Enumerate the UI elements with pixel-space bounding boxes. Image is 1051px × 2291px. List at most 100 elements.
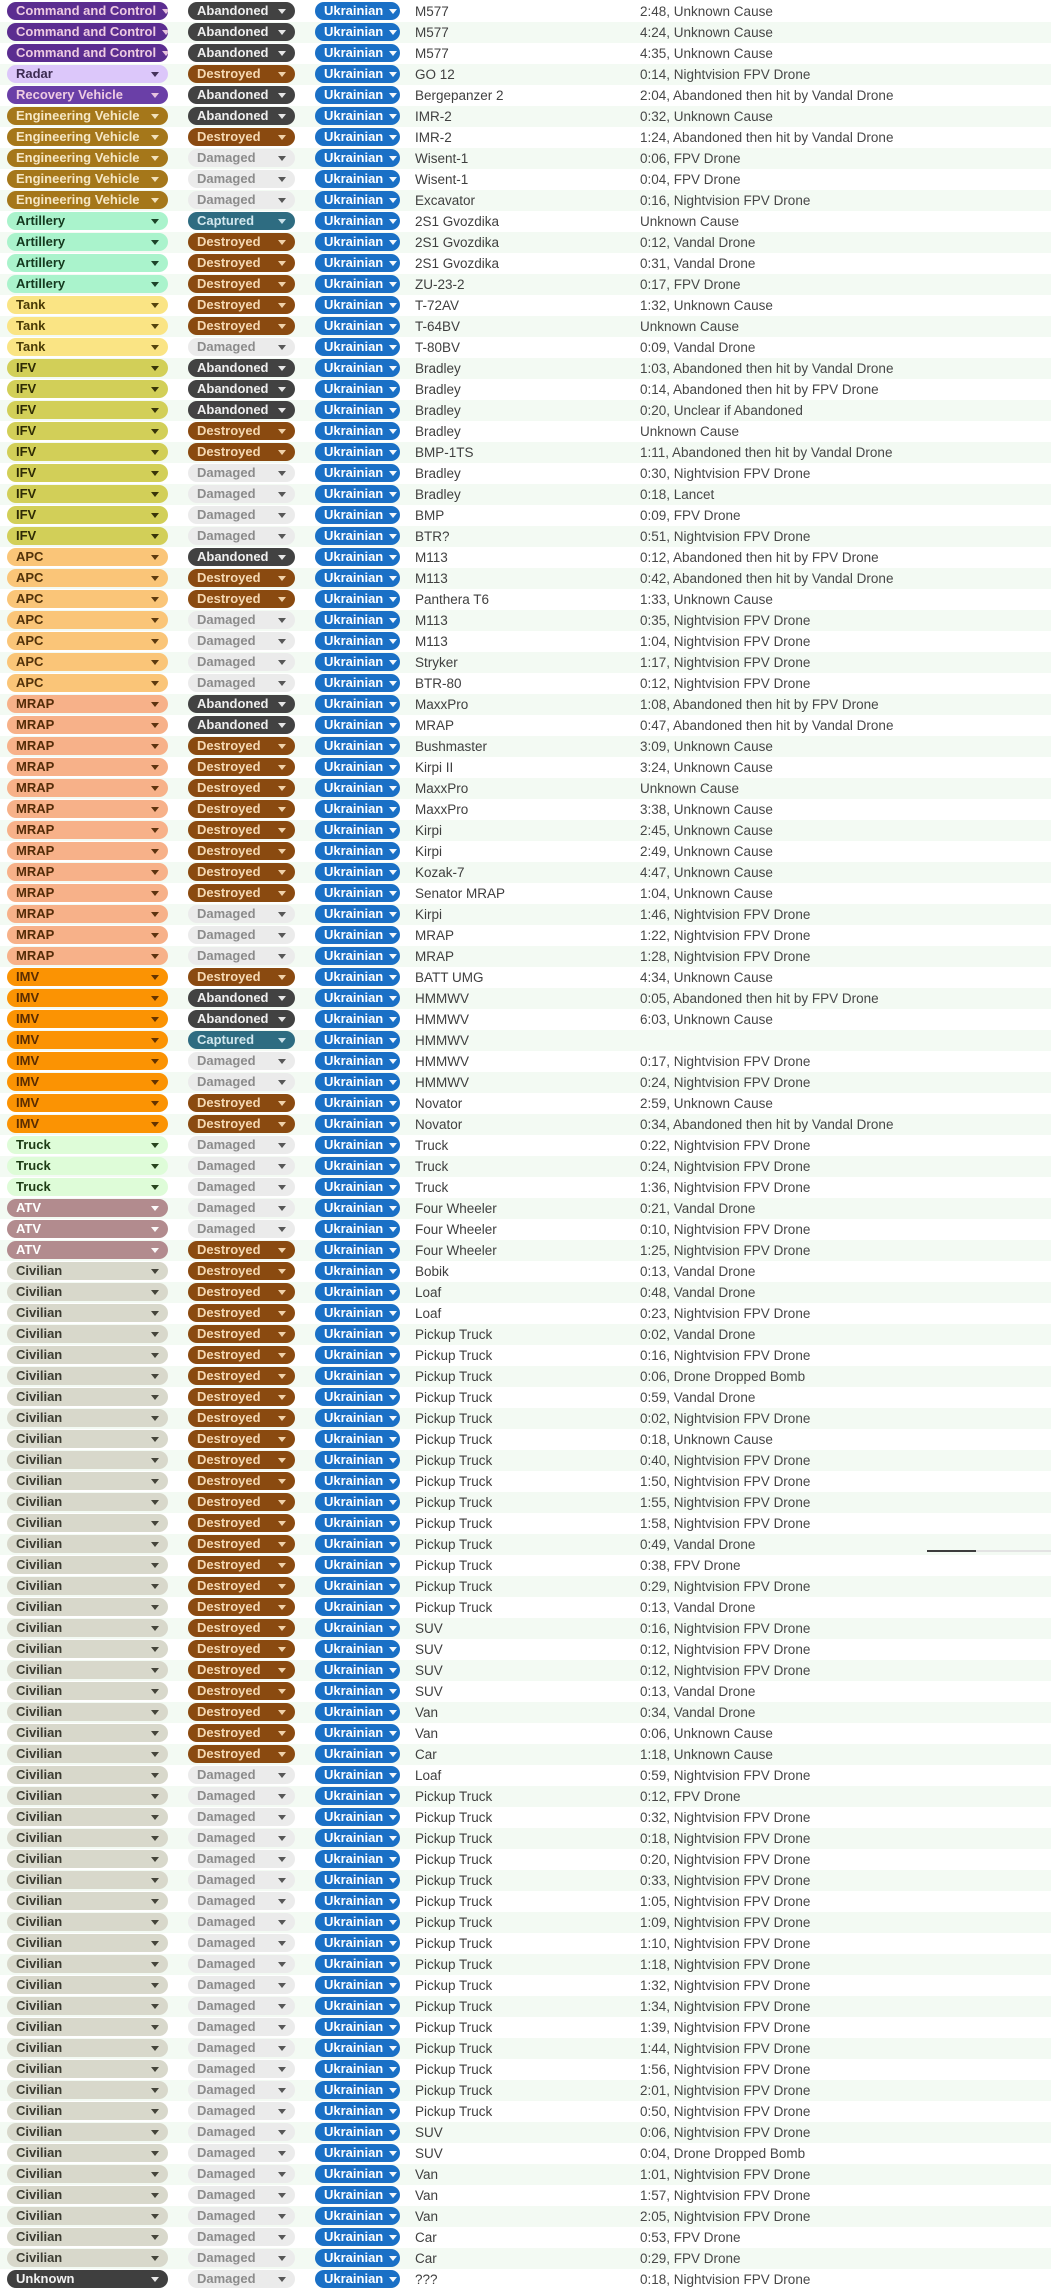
status-dropdown[interactable]: Damaged (188, 632, 295, 650)
nationality-dropdown[interactable]: Ukrainian (315, 233, 400, 251)
type-dropdown[interactable]: Tank (7, 317, 168, 335)
nationality-dropdown[interactable]: Ukrainian (315, 1367, 400, 1385)
status-dropdown[interactable]: Destroyed (188, 1241, 295, 1259)
type-dropdown[interactable]: IFV (7, 380, 168, 398)
nationality-dropdown[interactable]: Ukrainian (315, 2, 400, 20)
status-dropdown[interactable]: Damaged (188, 947, 295, 965)
type-dropdown[interactable]: Engineering Vehicle (7, 149, 168, 167)
type-dropdown[interactable]: Civilian (7, 1871, 168, 1889)
status-dropdown[interactable]: Destroyed (188, 1577, 295, 1595)
status-dropdown[interactable]: Damaged (188, 1892, 295, 1910)
nationality-dropdown[interactable]: Ukrainian (315, 590, 400, 608)
nationality-dropdown[interactable]: Ukrainian (315, 506, 400, 524)
nationality-dropdown[interactable]: Ukrainian (315, 779, 400, 797)
nationality-dropdown[interactable]: Ukrainian (315, 1409, 400, 1427)
nationality-dropdown[interactable]: Ukrainian (315, 443, 400, 461)
type-dropdown[interactable]: Civilian (7, 2039, 168, 2057)
type-dropdown[interactable]: Civilian (7, 2186, 168, 2204)
status-dropdown[interactable]: Abandoned (188, 716, 295, 734)
status-dropdown[interactable]: Destroyed (188, 1598, 295, 1616)
nationality-dropdown[interactable]: Ukrainian (315, 86, 400, 104)
type-dropdown[interactable]: MRAP (7, 926, 168, 944)
type-dropdown[interactable]: Command and Control (7, 23, 168, 41)
type-dropdown[interactable]: IMV (7, 1094, 168, 1112)
type-dropdown[interactable]: MRAP (7, 716, 168, 734)
type-dropdown[interactable]: Engineering Vehicle (7, 170, 168, 188)
status-dropdown[interactable]: Destroyed (188, 1346, 295, 1364)
type-dropdown[interactable]: MRAP (7, 779, 168, 797)
status-dropdown[interactable]: Damaged (188, 2186, 295, 2204)
nationality-dropdown[interactable]: Ukrainian (315, 758, 400, 776)
status-dropdown[interactable]: Damaged (188, 2123, 295, 2141)
type-dropdown[interactable]: Engineering Vehicle (7, 191, 168, 209)
nationality-dropdown[interactable]: Ukrainian (315, 1556, 400, 1574)
status-dropdown[interactable]: Damaged (188, 1808, 295, 1826)
status-dropdown[interactable]: Damaged (188, 2039, 295, 2057)
type-dropdown[interactable]: Civilian (7, 2123, 168, 2141)
type-dropdown[interactable]: Civilian (7, 2228, 168, 2246)
status-dropdown[interactable]: Destroyed (188, 1745, 295, 1763)
nationality-dropdown[interactable]: Ukrainian (315, 1724, 400, 1742)
status-dropdown[interactable]: Abandoned (188, 695, 295, 713)
type-dropdown[interactable]: Truck (7, 1178, 168, 1196)
type-dropdown[interactable]: Civilian (7, 1514, 168, 1532)
type-dropdown[interactable]: APC (7, 653, 168, 671)
nationality-dropdown[interactable]: Ukrainian (315, 65, 400, 83)
type-dropdown[interactable]: Civilian (7, 1787, 168, 1805)
nationality-dropdown[interactable]: Ukrainian (315, 422, 400, 440)
nationality-dropdown[interactable]: Ukrainian (315, 1682, 400, 1700)
nationality-dropdown[interactable]: Ukrainian (315, 842, 400, 860)
status-dropdown[interactable]: Destroyed (188, 443, 295, 461)
nationality-dropdown[interactable]: Ukrainian (315, 1766, 400, 1784)
type-dropdown[interactable]: Radar (7, 65, 168, 83)
nationality-dropdown[interactable]: Ukrainian (315, 1577, 400, 1595)
type-dropdown[interactable]: Civilian (7, 1955, 168, 1973)
status-dropdown[interactable]: Destroyed (188, 842, 295, 860)
status-dropdown[interactable]: Abandoned (188, 23, 295, 41)
nationality-dropdown[interactable]: Ukrainian (315, 1220, 400, 1238)
type-dropdown[interactable]: Civilian (7, 1703, 168, 1721)
status-dropdown[interactable]: Destroyed (188, 233, 295, 251)
nationality-dropdown[interactable]: Ukrainian (315, 1430, 400, 1448)
nationality-dropdown[interactable]: Ukrainian (315, 989, 400, 1007)
type-dropdown[interactable]: IFV (7, 485, 168, 503)
type-dropdown[interactable]: IFV (7, 464, 168, 482)
status-dropdown[interactable]: Damaged (188, 170, 295, 188)
nationality-dropdown[interactable]: Ukrainian (315, 1199, 400, 1217)
nationality-dropdown[interactable]: Ukrainian (315, 653, 400, 671)
nationality-dropdown[interactable]: Ukrainian (315, 863, 400, 881)
type-dropdown[interactable]: IFV (7, 401, 168, 419)
type-dropdown[interactable]: Civilian (7, 1640, 168, 1658)
nationality-dropdown[interactable]: Ukrainian (315, 401, 400, 419)
status-dropdown[interactable]: Damaged (188, 527, 295, 545)
type-dropdown[interactable]: Civilian (7, 1535, 168, 1553)
status-dropdown[interactable]: Destroyed (188, 1682, 295, 1700)
status-dropdown[interactable]: Destroyed (188, 1619, 295, 1637)
status-dropdown[interactable]: Damaged (188, 338, 295, 356)
nationality-dropdown[interactable]: Ukrainian (315, 884, 400, 902)
type-dropdown[interactable]: APC (7, 611, 168, 629)
status-dropdown[interactable]: Destroyed (188, 1640, 295, 1658)
status-dropdown[interactable]: Abandoned (188, 548, 295, 566)
type-dropdown[interactable]: Civilian (7, 1913, 168, 1931)
nationality-dropdown[interactable]: Ukrainian (315, 296, 400, 314)
nationality-dropdown[interactable]: Ukrainian (315, 695, 400, 713)
type-dropdown[interactable]: IMV (7, 1115, 168, 1133)
nationality-dropdown[interactable]: Ukrainian (315, 191, 400, 209)
status-dropdown[interactable]: Damaged (188, 1787, 295, 1805)
status-dropdown[interactable]: Destroyed (188, 317, 295, 335)
status-dropdown[interactable]: Damaged (188, 1220, 295, 1238)
nationality-dropdown[interactable]: Ukrainian (315, 1031, 400, 1049)
nationality-dropdown[interactable]: Ukrainian (315, 1052, 400, 1070)
type-dropdown[interactable]: APC (7, 590, 168, 608)
type-dropdown[interactable]: Artillery (7, 212, 168, 230)
type-dropdown[interactable]: Civilian (7, 1304, 168, 1322)
status-dropdown[interactable]: Destroyed (188, 1535, 295, 1553)
nationality-dropdown[interactable]: Ukrainian (315, 2081, 400, 2099)
type-dropdown[interactable]: IMV (7, 1010, 168, 1028)
status-dropdown[interactable]: Damaged (188, 485, 295, 503)
status-dropdown[interactable]: Damaged (188, 1850, 295, 1868)
type-dropdown[interactable]: IMV (7, 1052, 168, 1070)
type-dropdown[interactable]: Unknown (7, 2270, 168, 2288)
type-dropdown[interactable]: Civilian (7, 1577, 168, 1595)
